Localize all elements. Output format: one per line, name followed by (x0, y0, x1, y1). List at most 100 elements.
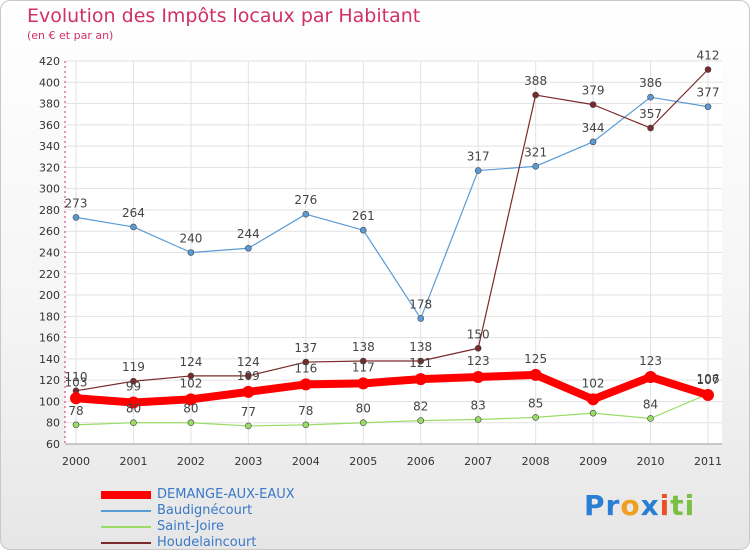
data-point-baudignecourt (704, 103, 712, 111)
series-line-saint-joire (75, 393, 709, 427)
data-point-saint-joire (589, 409, 597, 417)
data-label-houdelaincourt: 124 (237, 355, 260, 369)
data-point-houdelaincourt (359, 357, 367, 365)
data-label-houdelaincourt: 119 (122, 360, 145, 374)
data-point-saint-joire (359, 419, 367, 427)
chart-title: Evolution des Impôts locaux par Habitant (27, 5, 421, 27)
data-label-demange-aux-eaux: 106 (697, 372, 720, 386)
data-point-demange-aux-eaux (184, 393, 197, 406)
data-point-houdelaincourt (187, 372, 195, 380)
y-tick-label: 300 (39, 183, 60, 196)
data-point-baudignecourt (589, 138, 597, 146)
data-point-demange-aux-eaux (587, 393, 600, 406)
data-label-demange-aux-eaux: 116 (294, 361, 317, 375)
y-tick-label: 340 (39, 140, 60, 153)
data-point-saint-joire (72, 421, 80, 429)
data-label-houdelaincourt: 379 (582, 84, 605, 98)
x-tick-label: 2002 (177, 455, 205, 468)
data-point-demange-aux-eaux (414, 373, 427, 386)
x-tick-label: 2009 (579, 455, 607, 468)
data-point-houdelaincourt (647, 124, 654, 132)
data-label-demange-aux-eaux: 99 (126, 380, 141, 394)
logo-letter: x (640, 489, 660, 522)
data-label-saint-joire: 80 (356, 402, 371, 416)
y-tick-label: 420 (39, 55, 60, 68)
data-point-houdelaincourt (704, 66, 712, 73)
data-point-houdelaincourt (532, 91, 539, 99)
logo-letter: t (670, 489, 685, 522)
data-point-houdelaincourt (130, 377, 137, 385)
data-label-demange-aux-eaux: 117 (352, 360, 375, 374)
data-label-houdelaincourt: 357 (639, 107, 662, 121)
data-label-houdelaincourt: 138 (409, 340, 432, 354)
data-point-baudignecourt (187, 249, 195, 256)
data-point-demange-aux-eaux (644, 370, 657, 383)
x-tick-label: 2001 (119, 455, 147, 468)
data-label-baudignecourt: 244 (237, 227, 260, 241)
data-label-demange-aux-eaux: 123 (467, 354, 490, 368)
y-tick-label: 280 (39, 204, 60, 217)
x-tick-label: 2006 (407, 455, 435, 468)
data-label-saint-joire: 78 (68, 404, 83, 418)
y-tick-label: 180 (39, 310, 60, 323)
data-point-saint-joire (187, 419, 195, 427)
data-point-baudignecourt (532, 163, 539, 170)
logo-letter: i (659, 489, 671, 522)
data-label-baudignecourt: 276 (294, 193, 317, 207)
y-tick-label: 240 (39, 247, 60, 260)
data-point-demange-aux-eaux (242, 385, 255, 398)
x-tick-label: 2005 (349, 455, 377, 468)
data-point-demange-aux-eaux (472, 370, 485, 383)
y-tick-label: 320 (39, 161, 60, 174)
data-point-baudignecourt (417, 315, 425, 322)
chart-subtitle: (en € et par an) (27, 29, 114, 42)
y-tick-label: 60 (46, 438, 60, 451)
data-label-demange-aux-eaux: 125 (524, 352, 547, 366)
data-label-saint-joire: 80 (126, 402, 141, 416)
legend-swatch-demange (101, 491, 151, 499)
data-point-demange-aux-eaux (70, 392, 82, 405)
data-label-saint-joire: 84 (643, 397, 658, 411)
y-tick-label: 200 (39, 289, 60, 302)
data-label-demange-aux-eaux: 103 (65, 375, 88, 389)
data-label-baudignecourt: 317 (467, 150, 490, 164)
data-label-baudignecourt: 321 (524, 145, 547, 159)
data-label-baudignecourt: 178 (409, 297, 432, 311)
data-label-saint-joire: 78 (298, 404, 313, 418)
x-tick-label: 2004 (292, 455, 320, 468)
data-label-saint-joire: 83 (471, 399, 486, 413)
y-tick-label: 160 (39, 332, 60, 345)
y-tick-label: 80 (46, 417, 60, 430)
data-label-demange-aux-eaux: 109 (237, 369, 260, 383)
x-tick-label: 2000 (62, 455, 90, 468)
legend-swatch-baudignecourt (101, 510, 151, 512)
data-label-saint-joire: 80 (183, 402, 198, 416)
data-label-houdelaincourt: 110 (65, 370, 88, 384)
data-point-saint-joire (130, 419, 137, 427)
x-tick-label: 2007 (464, 455, 492, 468)
data-point-houdelaincourt (589, 101, 597, 108)
data-point-demange-aux-eaux (127, 396, 140, 409)
data-label-houdelaincourt: 150 (467, 327, 490, 341)
data-point-baudignecourt (302, 210, 310, 218)
data-label-demange-aux-eaux: 102 (582, 376, 605, 390)
y-tick-label: 380 (39, 98, 60, 111)
logo-letter: o (620, 489, 641, 522)
data-label-saint-joire: 82 (413, 400, 428, 414)
data-point-demange-aux-eaux (357, 377, 370, 390)
data-label-baudignecourt: 264 (122, 206, 145, 220)
data-label-houdelaincourt: 138 (352, 340, 375, 354)
data-label-saint-joire: 77 (241, 405, 256, 419)
data-label-saint-joire: 107 (697, 373, 720, 387)
legend-label-saint-joire: Saint-Joire (157, 519, 225, 534)
data-point-saint-joire (245, 422, 252, 430)
legend-label-demange: DEMANGE-AUX-EAUX (157, 487, 295, 502)
data-point-saint-joire (474, 416, 482, 423)
data-label-houdelaincourt: 412 (697, 49, 720, 63)
y-tick-label: 140 (39, 353, 60, 366)
x-tick-label: 2011 (694, 455, 722, 468)
data-label-demange-aux-eaux: 102 (179, 376, 202, 390)
y-tick-label: 100 (39, 395, 60, 408)
x-tick-label: 2008 (522, 455, 550, 468)
